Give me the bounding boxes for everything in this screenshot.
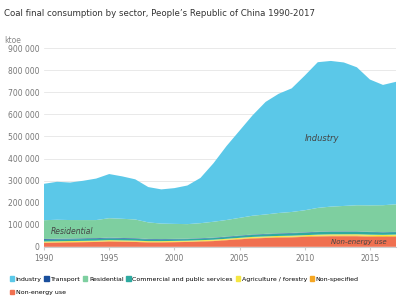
Text: Non-energy use: Non-energy use — [331, 239, 386, 245]
Text: Residential: Residential — [50, 227, 93, 236]
Legend: Industry, Transport, Residential, Commercial and public services, Agriculture / : Industry, Transport, Residential, Commer… — [7, 274, 361, 284]
Text: Industry: Industry — [305, 134, 339, 143]
Text: Coal final consumption by sector, People’s Republic of China 1990-2017: Coal final consumption by sector, People… — [4, 9, 315, 18]
Legend: Non-energy use: Non-energy use — [7, 287, 68, 298]
Text: ktoe: ktoe — [4, 36, 21, 45]
